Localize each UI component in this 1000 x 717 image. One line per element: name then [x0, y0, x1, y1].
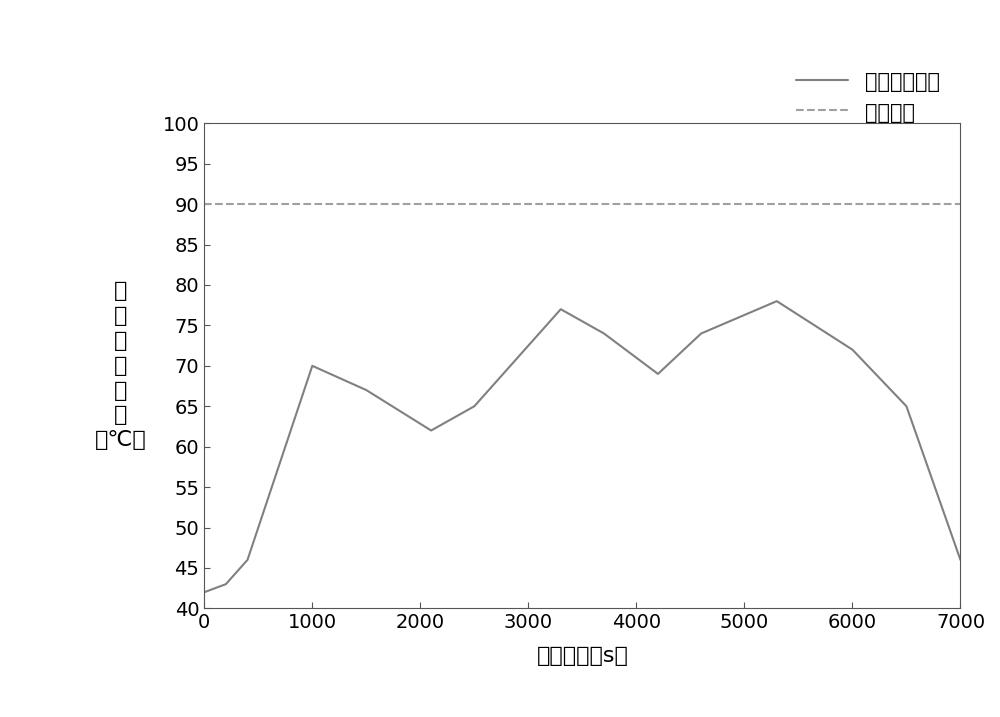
Y-axis label: 油
冷
电
机
温
度
（℃）: 油 冷 电 机 温 度 （℃） — [95, 282, 147, 450]
温度变化曲线 — [900, 402, 912, 411]
X-axis label: 行驶时间（s）: 行驶时间（s） — [536, 646, 628, 666]
温度变化曲线 — [771, 297, 783, 305]
Legend: 温度变化曲线, 过温阈值: 温度变化曲线, 过温阈值 — [785, 61, 950, 133]
温度变化曲线 — [360, 386, 372, 394]
温度变化曲线 — [846, 346, 858, 354]
温度变化曲线 — [695, 329, 707, 338]
温度变化曲线 — [198, 588, 210, 597]
Line: 温度变化曲线: 温度变化曲线 — [204, 301, 960, 592]
温度变化曲线 — [220, 580, 232, 589]
温度变化曲线 — [468, 402, 480, 411]
温度变化曲线 — [241, 556, 253, 564]
温度变化曲线 — [306, 361, 318, 370]
温度变化曲线 — [555, 305, 567, 313]
温度变化曲线 — [598, 329, 610, 338]
温度变化曲线 — [954, 556, 966, 564]
温度变化曲线 — [652, 369, 664, 378]
温度变化曲线 — [425, 426, 437, 435]
